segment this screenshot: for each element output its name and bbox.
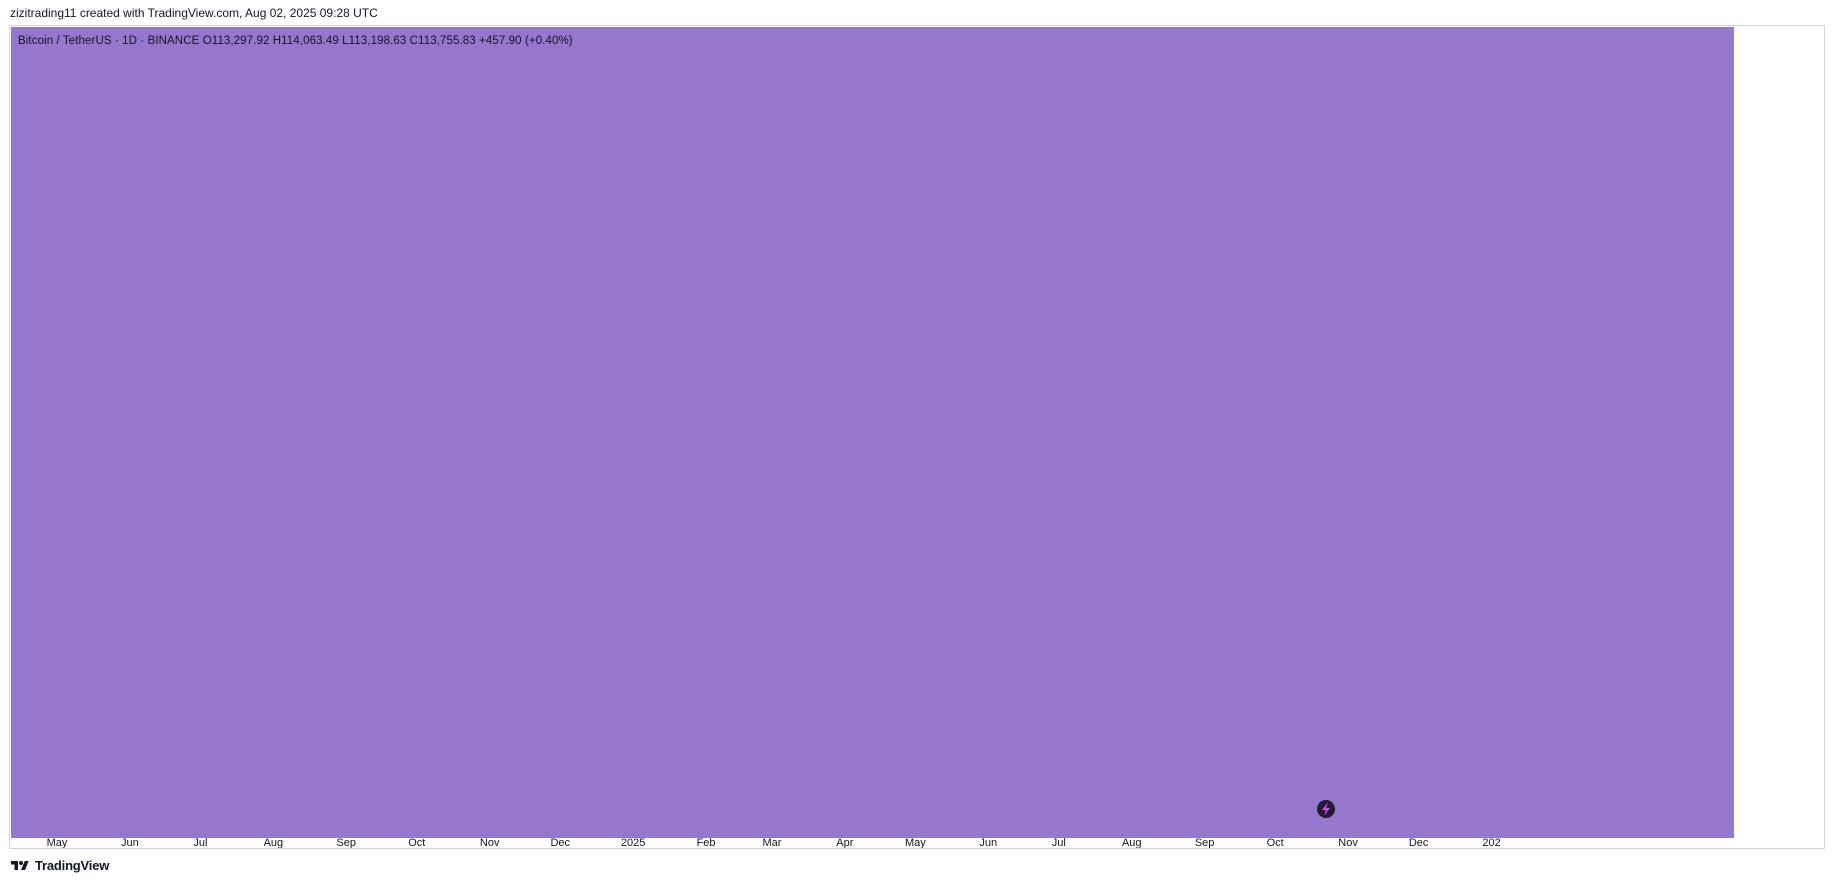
time-tick-label: Apr [836,837,853,849]
time-tick-label: Oct [1267,837,1284,849]
time-tick-label: May [47,837,68,849]
time-tick-label: Sep [336,837,356,849]
footer: TradingView [10,858,109,873]
time-tick-label: Jun [121,837,139,849]
price-axis[interactable] [1734,26,1825,849]
open-value: O113,297.92 [202,35,270,47]
time-tick-label: Nov [480,837,500,849]
main-chart-svg[interactable]: 95,672.35210,000.00190,000.00170,000.001… [10,26,1825,849]
footer-brand: TradingView [35,858,110,873]
time-tick-label: Nov [1338,837,1358,849]
lightning-bolt [1322,802,1330,816]
time-tick-label: 2025 [621,837,645,849]
time-tick-label: Aug [1122,837,1142,849]
symbol-name[interactable]: Bitcoin / TetherUS · 1D · BINANCE [18,35,200,47]
tradingview-logo-icon [11,860,29,870]
plot-background [11,27,1734,838]
time-tick-label: Sep [1195,837,1215,849]
time-tick-label: Dec [550,837,570,849]
time-tick-label: Oct [408,837,425,849]
high-value: H114,063.49 [272,35,339,47]
time-tick-label: Dec [1409,837,1429,849]
close-value: C113,755.83 [409,35,476,47]
time-axis[interactable] [10,838,1825,849]
time-tick-label: Jun [979,837,997,849]
time-tick-label: May [905,837,926,849]
time-tick-label: Aug [264,837,284,849]
time-tick-label: 202 [1482,837,1500,849]
time-tick-label: Jul [1052,837,1066,849]
chart-caption: zizitrading11 created with TradingView.c… [10,6,378,20]
time-tick-label: Jul [193,837,207,849]
chart-frame: 95,672.35210,000.00190,000.00170,000.001… [9,25,1825,849]
symbol-info: Bitcoin / TetherUS · 1D · BINANCE O113,2… [18,35,573,47]
time-tick-label: Feb [697,837,716,849]
change-value: +457.90 (+0.40%) [479,35,573,47]
time-tick-label: Mar [762,837,781,849]
low-value: L113,198.63 [342,35,407,47]
